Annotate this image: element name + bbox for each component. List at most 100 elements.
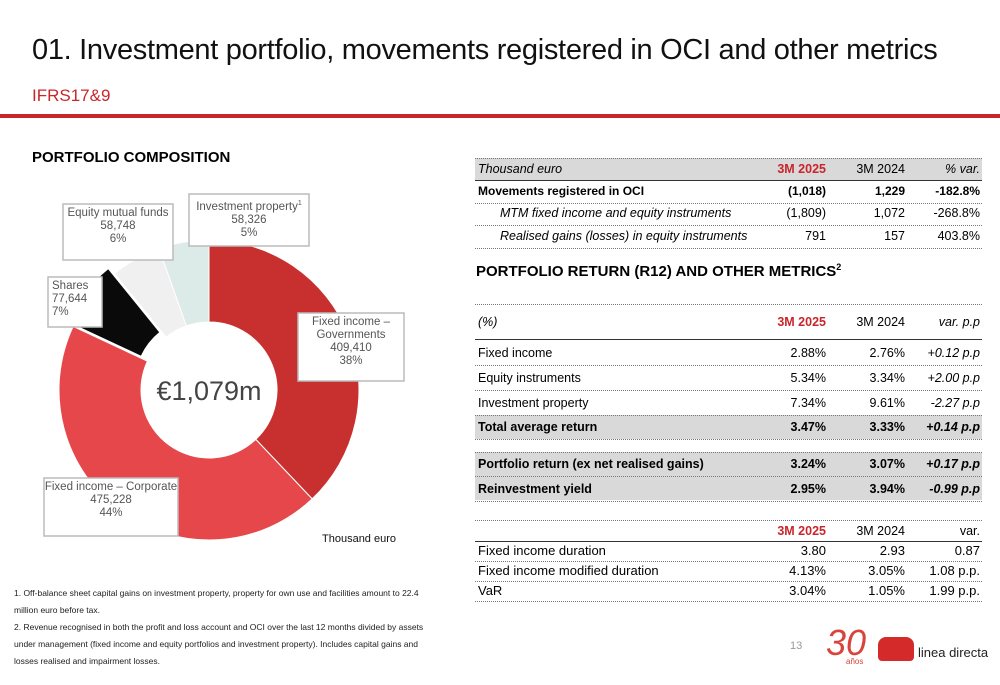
table-cell: 3M 2025 — [777, 162, 826, 176]
table-cell: 2.95% — [790, 482, 826, 496]
table-cell: 3M 2025 — [777, 315, 826, 329]
callout-percent: 44% — [99, 507, 123, 519]
table-cell: 2.88% — [790, 346, 826, 360]
row-line — [475, 501, 982, 502]
table-cell: 5.34% — [790, 371, 826, 385]
callout-value: 77,644 — [52, 293, 88, 305]
footnote: 2. Revenue recognised in both the profit… — [14, 622, 424, 666]
table-cell: 3M 2024 — [856, 524, 905, 538]
table-cell: -0.99 p.p — [929, 482, 980, 496]
callout-percent: 5% — [240, 226, 258, 239]
row-line — [475, 304, 982, 305]
table-cell: Equity instruments — [478, 371, 581, 385]
anniversary: 30 — [826, 622, 867, 663]
table-cell: 3.47% — [790, 420, 826, 434]
row-line — [475, 339, 982, 340]
row-line — [475, 601, 982, 602]
table-cell: 1,072 — [873, 206, 905, 220]
footnotes: 1. Off-balance sheet capital gains on in… — [14, 585, 444, 670]
table-cell: 2.93 — [879, 543, 905, 558]
callout-label: Equity mutual funds — [67, 207, 169, 219]
callout-box — [297, 312, 405, 382]
table-cell: 7.34% — [790, 396, 826, 410]
callout-box — [43, 477, 179, 537]
table-cell: -182.8% — [935, 184, 980, 198]
table-cell: +0.14 p.p — [926, 420, 980, 434]
table-cell: (1,018) — [787, 184, 826, 198]
brand: linea directa — [918, 645, 989, 660]
callout-value: 409,410 — [330, 342, 372, 354]
table-cell: MTM fixed income and equity instruments — [500, 206, 732, 220]
table-cell: Reinvestment yield — [478, 482, 592, 496]
table-cell: 1.99 p.p. — [929, 583, 980, 598]
table-cell: 0.87 — [954, 543, 980, 558]
table-cell: 3.80 — [800, 543, 826, 558]
callout: Equity mutual funds 58,748 6% — [63, 207, 173, 246]
table-cell: 3.04% — [789, 583, 826, 598]
page-number: 13 — [790, 640, 803, 652]
table-cell: 3.07% — [869, 457, 905, 471]
row-line — [475, 452, 982, 453]
callout-percent: 38% — [339, 355, 363, 367]
table-cell: Fixed income modified duration — [478, 563, 659, 578]
row-line — [475, 180, 982, 181]
callout-label: Fixed income – Governments — [312, 316, 390, 341]
donut-chart: €1,079m Thousand euro — [43, 193, 405, 545]
table-cell: Total average return — [478, 420, 598, 434]
table-cell: 3M 2024 — [856, 315, 905, 329]
row-line — [475, 390, 982, 391]
table-cell: 791 — [805, 229, 826, 243]
table-cell: Fixed income duration — [478, 543, 606, 558]
callout-percent: 7% — [52, 306, 69, 318]
table-cell: 1.08 p.p. — [929, 563, 980, 578]
table-cell: 3M 2024 — [856, 162, 905, 176]
row-line — [475, 476, 982, 477]
table-cell: 3.34% — [869, 371, 905, 385]
table-cell: Realised gains (losses) in equity instru… — [500, 229, 748, 243]
row-line — [475, 520, 982, 521]
title: 01. Investment portfolio, movements regi… — [32, 34, 938, 66]
row-line — [475, 561, 982, 562]
callout-value: 58,326 — [231, 213, 267, 226]
table-cell: 3.05% — [868, 563, 905, 578]
callout: Fixed income – Corporate 475,228 44% — [44, 481, 178, 520]
section-title-text: PORTFOLIO RETURN (R12) AND OTHER METRICS — [476, 263, 837, 280]
table-cell: +2.00 p.p — [927, 371, 980, 385]
rule — [0, 114, 1000, 118]
table-cell: 403.8% — [937, 229, 980, 243]
row-line — [475, 225, 982, 226]
table-cell: +0.12 p.p — [927, 346, 980, 360]
callout-value: 58,748 — [100, 220, 136, 232]
table-cell: 1,229 — [874, 184, 905, 198]
callout-label: Shares — [52, 280, 89, 292]
subtitle: IFRS17&9 — [32, 86, 111, 105]
callout: Investment property1 58,326 5% — [189, 197, 309, 240]
table-cell: 1.05% — [868, 583, 905, 598]
callout-value: 475,228 — [90, 494, 132, 506]
table-cell: +0.17 p.p — [926, 457, 980, 471]
row-line — [475, 248, 982, 249]
table-cell: 3M 2025 — [777, 524, 826, 538]
row-line — [475, 541, 982, 542]
row-shade — [475, 415, 982, 439]
footnote-mark: 1 — [297, 200, 302, 207]
table-cell: 3.24% — [790, 457, 826, 471]
row-line — [475, 158, 982, 159]
section-title: PORTFOLIO COMPOSITION — [32, 149, 231, 166]
footnote-mark: 2 — [836, 262, 842, 272]
row-line — [475, 365, 982, 366]
section-title: PORTFOLIO RETURN (R12) AND OTHER METRICS… — [476, 262, 841, 280]
table-cell: 3.94% — [869, 482, 905, 496]
table-cell: % var. — [945, 162, 980, 176]
callout: Shares 77,644 7% — [48, 280, 106, 319]
table-cell: (1,809) — [786, 206, 826, 220]
table-cell: -2.27 p.p — [930, 396, 980, 410]
table-cell: (%) — [478, 315, 498, 329]
center-label: €1,079m — [156, 376, 261, 406]
callout: Fixed income – Governments 409,410 38% — [298, 316, 404, 368]
table-cell: 2.76% — [869, 346, 905, 360]
table-cell: var. p.p — [938, 315, 980, 329]
callout-box — [188, 193, 310, 247]
table-cell: 9.61% — [869, 396, 905, 410]
